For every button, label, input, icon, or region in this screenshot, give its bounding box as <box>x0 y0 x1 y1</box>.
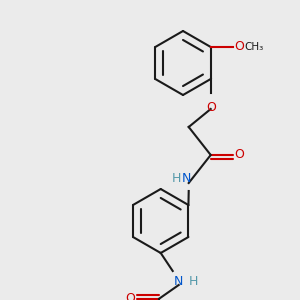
Text: H: H <box>171 172 181 185</box>
Text: O: O <box>235 40 244 53</box>
Text: CH₃: CH₃ <box>245 42 264 52</box>
Text: H: H <box>189 275 198 288</box>
Text: O: O <box>125 292 135 300</box>
Text: N: N <box>174 275 183 288</box>
Text: O: O <box>206 101 216 114</box>
Text: O: O <box>235 148 244 161</box>
Text: N: N <box>182 172 191 185</box>
